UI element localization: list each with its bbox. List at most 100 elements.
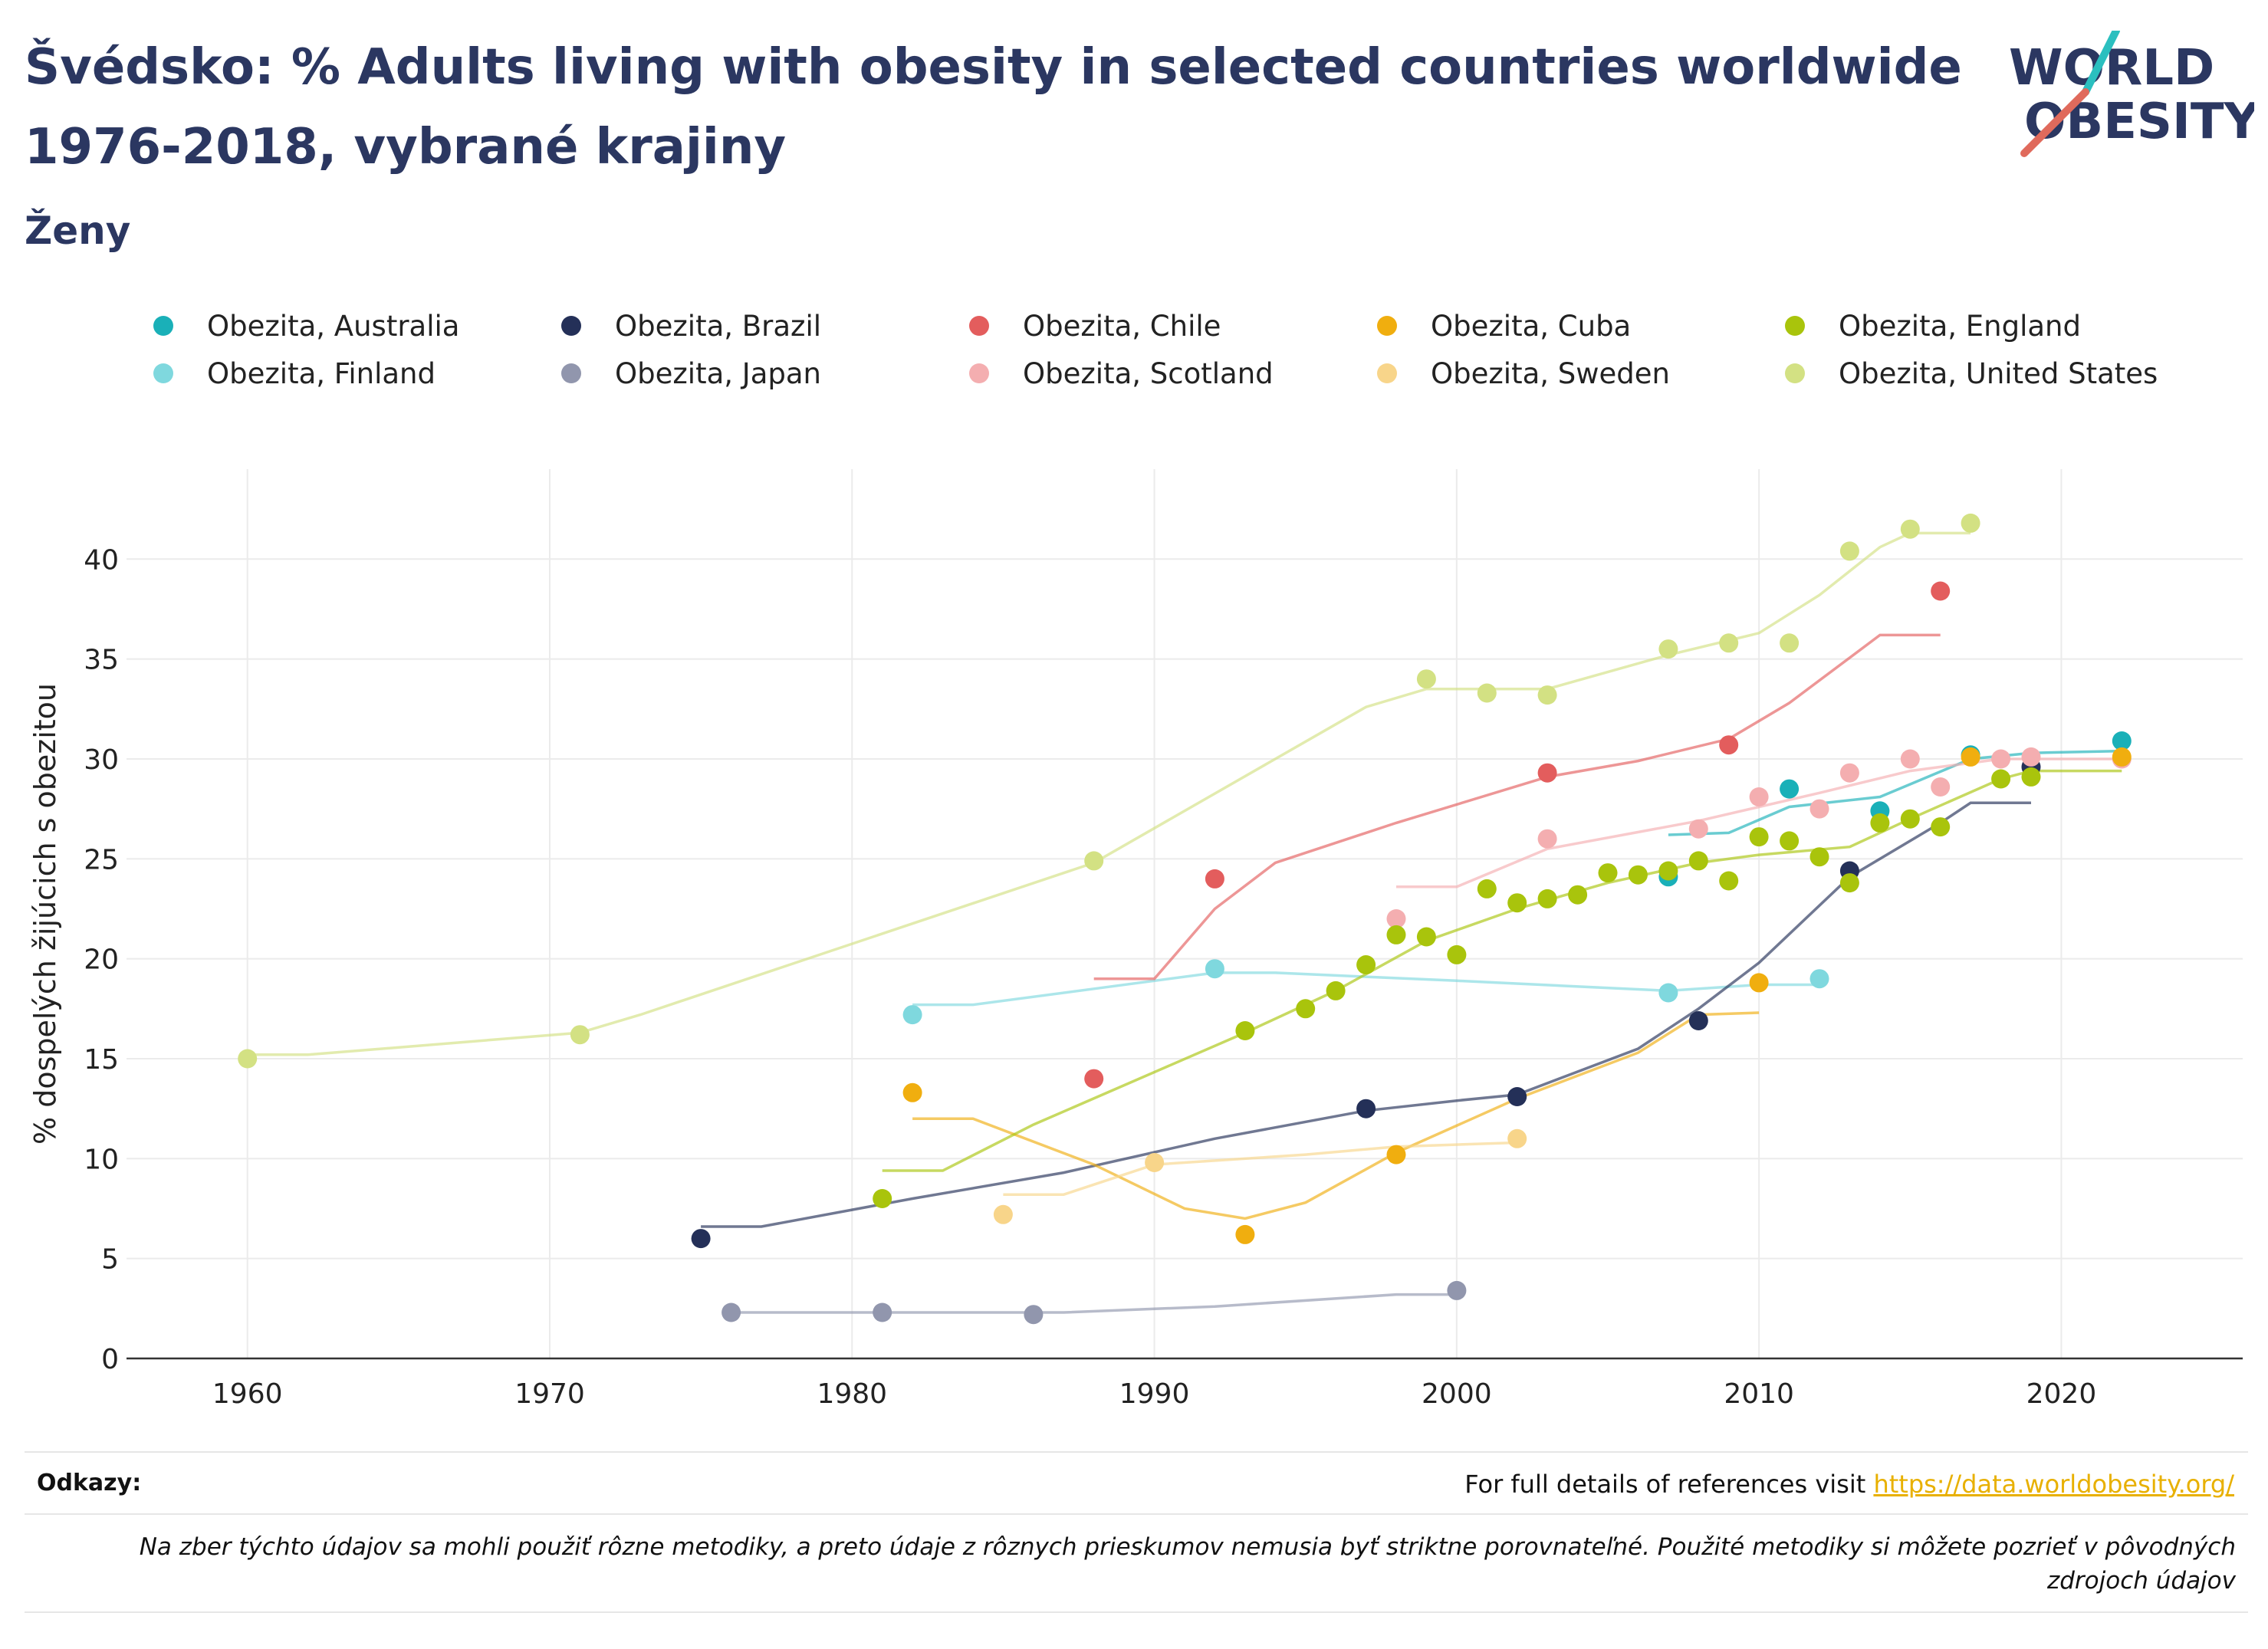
series-points (993, 1128, 1527, 1224)
data-point (1024, 1305, 1044, 1325)
series-points (721, 1280, 1467, 1325)
legend-item[interactable]: Obezita, Finland (153, 354, 436, 393)
legend-label: Obezita, Japan (615, 356, 821, 390)
y-tick-label: 35 (84, 645, 119, 676)
series-points (691, 757, 2041, 1249)
trend-line (912, 971, 1819, 1007)
data-point (1416, 669, 1436, 689)
legend-item[interactable]: Obezita, Chile (969, 307, 1221, 345)
legend-item[interactable]: Obezita, England (1785, 307, 2081, 345)
data-point (1296, 999, 1316, 1019)
data-point (1961, 747, 1980, 767)
world-obesity-logo: WORLD OBESITY (2009, 31, 2254, 157)
logo-text-world: WORLD (2009, 40, 2214, 97)
legend-marker (561, 316, 581, 336)
y-axis-label: % dospelých žijúcich s obezitou (28, 683, 62, 1145)
data-point (1688, 819, 1708, 839)
trend-line (247, 531, 1971, 1056)
data-point (2021, 767, 2041, 787)
data-point (1839, 873, 1859, 893)
y-tick-label: 20 (84, 944, 119, 976)
data-point (1809, 847, 1829, 867)
trend-line (882, 769, 2122, 1172)
references-link[interactable]: https://data.worldobesity.org/ (1873, 1470, 2234, 1499)
data-point (1931, 581, 1951, 601)
references-label: Odkazy: (37, 1470, 142, 1496)
legend-marker (1785, 316, 1805, 336)
legend-item[interactable]: Obezita, Japan (561, 354, 821, 393)
trend-line (1668, 749, 2122, 836)
data-point (902, 1005, 922, 1025)
series-points (238, 513, 1980, 1069)
data-point (902, 1082, 922, 1102)
data-point (1568, 885, 1588, 905)
data-point (1749, 787, 1769, 806)
data-point (1991, 749, 2011, 769)
data-point (1326, 981, 1346, 1000)
trend-line (731, 1293, 1457, 1314)
data-point (1537, 763, 1557, 783)
footer-divider-middle (25, 1513, 2248, 1515)
legend-marker (969, 316, 989, 336)
footer-divider-top (25, 1451, 2248, 1453)
legend-item[interactable]: Obezita, Scotland (969, 354, 1274, 393)
legend-item[interactable]: Obezita, Cuba (1377, 307, 1631, 345)
legend-item[interactable]: Obezita, United States (1785, 354, 2158, 393)
data-point (1386, 1145, 1406, 1164)
y-tick-label: 30 (84, 744, 119, 776)
data-point (1386, 925, 1406, 944)
legend-marker (969, 363, 989, 383)
legend-label: Obezita, United States (1839, 356, 2158, 390)
data-point (2112, 747, 2132, 767)
data-point (1084, 851, 1104, 871)
data-point (1688, 1011, 1708, 1030)
x-tick-label: 1960 (212, 1378, 283, 1410)
data-point (1809, 969, 1829, 989)
data-point (1658, 639, 1678, 659)
data-point (1809, 799, 1829, 819)
legend-label: Obezita, Cuba (1431, 309, 1632, 343)
legend-label: Obezita, Australia (207, 309, 460, 343)
data-point (1356, 955, 1376, 974)
data-point (570, 1025, 590, 1045)
x-tick-label: 1990 (1119, 1378, 1190, 1410)
data-point (691, 1229, 711, 1249)
chart-title: Švédsko: % Adults living with obesity in… (25, 39, 1962, 176)
data-point (238, 1049, 258, 1069)
data-point (1658, 983, 1678, 1003)
data-point (1356, 1099, 1376, 1118)
data-point (1537, 685, 1557, 705)
legend-item[interactable]: Obezita, Brazil (561, 307, 821, 345)
data-point (1719, 633, 1739, 653)
legend-item[interactable]: Obezita, Sweden (1377, 354, 1670, 393)
data-point (873, 1302, 892, 1322)
data-point (1749, 973, 1769, 993)
references-prefix: For full details of references visit (1464, 1470, 1874, 1499)
data-point (1719, 735, 1739, 755)
data-point (1839, 763, 1859, 783)
data-point (1961, 513, 1980, 533)
data-point (1537, 829, 1557, 849)
data-point (1084, 1069, 1104, 1089)
data-point (1145, 1153, 1165, 1172)
y-tick-label: 5 (101, 1244, 119, 1276)
data-point (1447, 944, 1467, 964)
x-tick-label: 2010 (1724, 1378, 1794, 1410)
data-point (2021, 747, 2041, 767)
data-point (873, 1189, 892, 1208)
x-tick-label: 1970 (514, 1378, 585, 1410)
data-point (1839, 541, 1859, 561)
data-point (1507, 893, 1527, 913)
trend-line (912, 1011, 1760, 1220)
data-point (1780, 779, 1800, 799)
legend-marker (153, 363, 173, 383)
legend-label: Obezita, England (1839, 309, 2081, 343)
data-point (1598, 863, 1618, 883)
data-point (1658, 861, 1678, 881)
legend-item[interactable]: Obezita, Australia (153, 307, 459, 345)
grid-lines (127, 469, 2243, 1358)
trend-line (701, 801, 2031, 1228)
x-tick-label: 2020 (2026, 1378, 2097, 1410)
chart-subtitle: Ženy (25, 209, 131, 253)
